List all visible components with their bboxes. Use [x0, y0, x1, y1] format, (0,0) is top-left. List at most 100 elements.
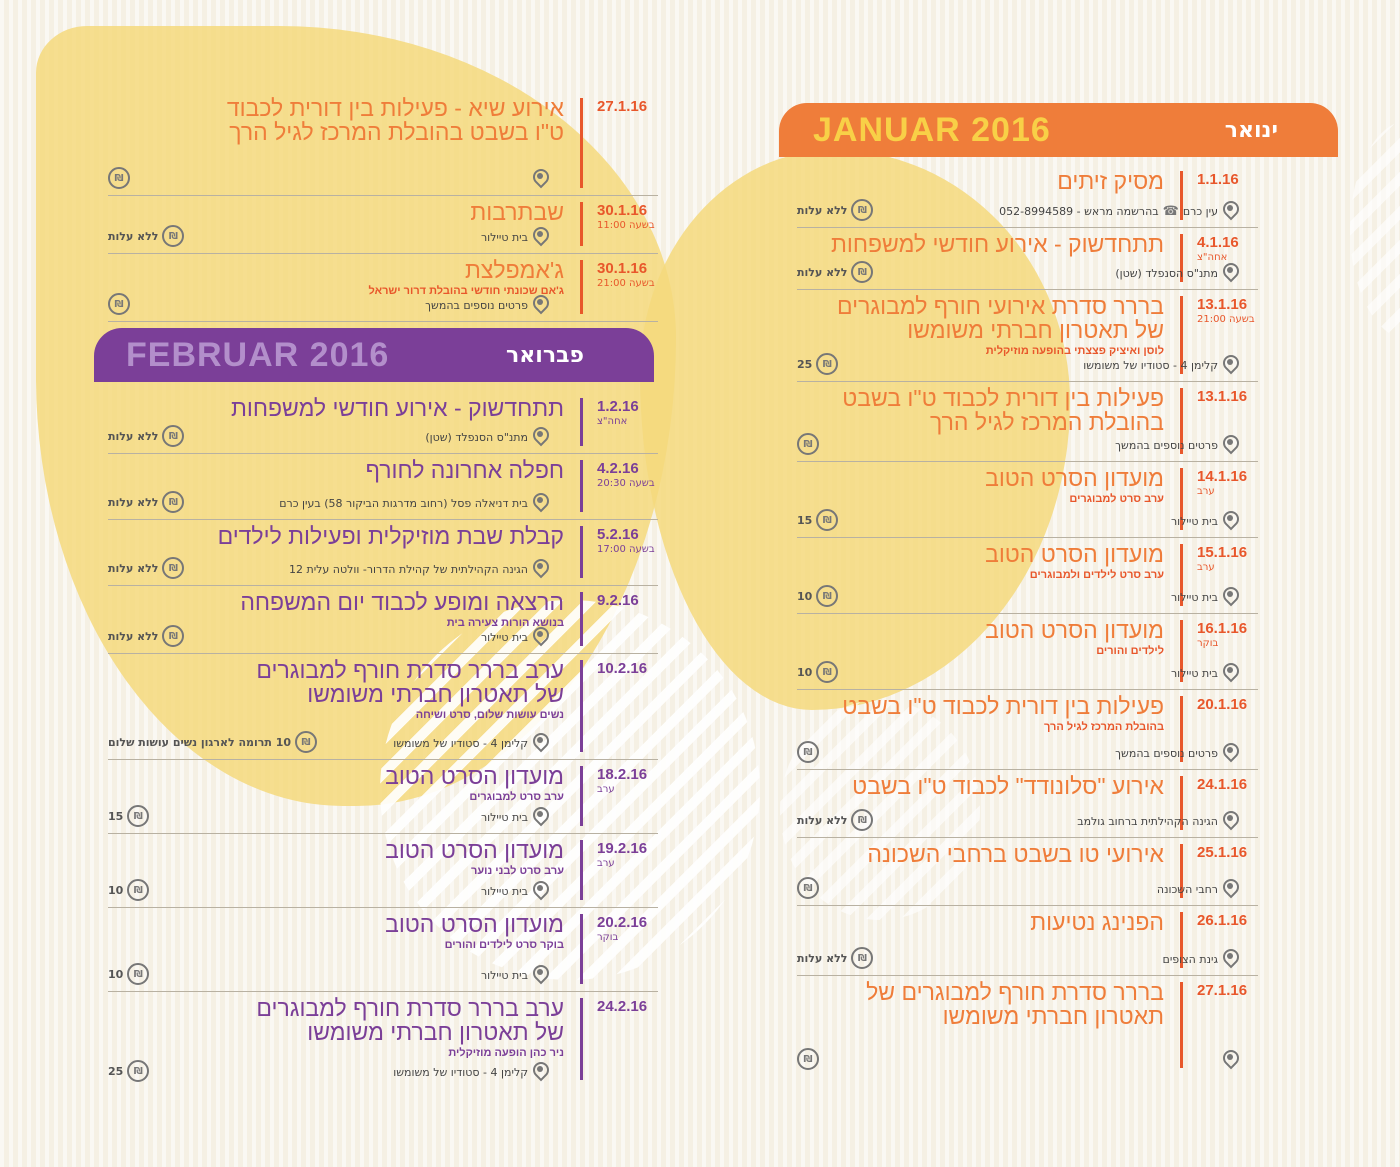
ticket-icon: ₪	[816, 353, 839, 375]
event-price: ₪	[108, 293, 130, 315]
event-date-column: 1.1.16	[1180, 171, 1258, 220]
location-pin-icon	[1222, 879, 1238, 899]
event-location-text: פרטים נוספים בהמשך	[1115, 746, 1218, 760]
location-pin-icon	[1222, 1050, 1238, 1070]
event-date-column: 19.2.16 ערב	[580, 840, 658, 900]
location-pin-icon	[1222, 201, 1238, 221]
event-row: 27.1.16 אירוע שיא - פעילות בין דורית לכבו…	[108, 92, 658, 196]
event-date-column: 10.2.16	[580, 660, 658, 752]
event-title-line: אירוע "סלונודד" לכבוד ט"ו בשבט	[852, 773, 1164, 799]
event-title: מועדון הסרט הטוב לילדים והורים	[985, 618, 1164, 658]
event-title-line: בהובלת המרכז לגיל הרך	[930, 409, 1164, 435]
event-price: ₪ ללא עלות	[797, 809, 874, 831]
event-location-text: בית טיילור	[480, 810, 528, 824]
ticket-icon: ₪	[797, 741, 819, 763]
ticket-icon: ₪	[851, 261, 874, 283]
event-price: ₪ 10 תרומה לארגון נשים עושות שלום	[108, 731, 318, 753]
event-date: 30.1.16	[597, 202, 648, 219]
event-row: 13.1.16 פעילות בין דורית לכבוד ט"ו בשבט בה…	[797, 382, 1258, 462]
event-title: אירוע "סלונודד" לכבוד ט"ו בשבט	[852, 774, 1164, 798]
ticket-icon: ₪	[816, 509, 839, 531]
event-time: בשעה 21:00	[1197, 314, 1255, 325]
event-price-text: ללא עלות	[108, 629, 159, 643]
event-price-text: ללא עלות	[108, 561, 159, 575]
event-date-column: 9.2.16	[580, 592, 658, 646]
event-date-column: 13.1.16	[1180, 388, 1258, 454]
event-price-text: 25	[108, 1064, 124, 1078]
location-pin-icon	[532, 733, 548, 753]
location-pin-icon	[532, 559, 548, 579]
event-location: הגינה הקהילתית של קהילת הדרור- וולטה עלי…	[289, 559, 548, 579]
event-date-column: 13.1.16 בשעה 21:00	[1180, 296, 1258, 374]
event-time: בשעה 20:30	[597, 478, 655, 489]
event-title: שבתרבות	[470, 200, 564, 224]
event-date: 16.1.16	[1197, 620, 1248, 637]
event-row: 1.2.16 אחה"צ תתחדשוק - אירוע חודשי למשפחות…	[108, 392, 658, 454]
event-price-text: ללא עלות	[797, 951, 848, 965]
location-pin-icon	[532, 295, 548, 315]
event-row: 4.2.16 בשעה 20:30 חפלה אחרונה לחורף בית דני…	[108, 454, 658, 520]
event-date: 20.1.16	[1197, 696, 1248, 713]
event-time: בוקר	[1197, 638, 1219, 649]
location-pin-icon	[532, 881, 548, 901]
event-note: לילדים והורים	[1096, 645, 1164, 657]
event-title: פעילות בין דורית לכבוד ט"ו בשבט בהובלת המ…	[842, 694, 1164, 734]
event-location-text: פרטים נוספים בהמשך	[1115, 438, 1218, 452]
event-title-line: שבתרבות	[470, 199, 564, 225]
event-location: רחבי השכונה	[1157, 879, 1238, 899]
event-row: 13.1.16 בשעה 21:00 בררר סדרת אירועי חורף ל…	[797, 290, 1258, 382]
event-title-line: הפנינג נטיעות	[1030, 909, 1164, 935]
ticket-icon: ₪	[162, 625, 185, 647]
event-date: 15.1.16	[1197, 544, 1248, 561]
location-pin-icon	[1222, 355, 1238, 375]
ticket-icon: ₪	[127, 1060, 150, 1082]
event-price-text: ללא עלות	[108, 229, 159, 243]
event-date: 1.1.16	[1197, 171, 1239, 188]
ticket-icon: ₪	[108, 293, 130, 315]
event-price: ₪	[797, 1048, 819, 1070]
event-price-text: ללא עלות	[797, 203, 848, 217]
event-note: ערב סרט לילדים ולמבוגרים	[1029, 569, 1164, 581]
event-location-text: בית טיילור	[480, 884, 528, 898]
event-price-text: ללא עלות	[797, 813, 848, 827]
event-row: 1.1.16 מסיק זיתים עין כרם ☎ בהרשמה מראש - 05…	[797, 165, 1258, 228]
event-location: פרטים נוספים בהמשך	[1115, 743, 1238, 763]
event-date: 27.1.16	[1197, 982, 1248, 999]
event-price: ₪ 15	[797, 509, 839, 531]
event-location-text: בית טיילור	[480, 968, 528, 982]
event-row: 25.1.16 אירועי טו בשבט ברחבי השכונה רחבי ה…	[797, 838, 1258, 906]
event-price: ₪ 10	[108, 963, 150, 985]
event-date-column: 14.1.16 ערב	[1180, 468, 1258, 530]
event-row: 24.2.16 ערב בררר סדרת חורף למבוגרים של תאט…	[108, 992, 658, 1088]
event-date: 20.2.16	[597, 914, 648, 931]
event-location: בית טיילור	[481, 227, 548, 247]
event-date: 5.2.16	[597, 526, 639, 543]
event-title-line: פעילות בין דורית לכבוד ט"ו בשבט	[842, 385, 1164, 411]
event-date-column: 4.2.16 בשעה 20:30	[580, 460, 658, 512]
event-date: 10.2.16	[597, 660, 648, 677]
event-title-line: מועדון הסרט הטוב	[385, 911, 564, 937]
event-title-line: של תאטרון חברתי משומשו	[907, 317, 1164, 343]
event-row: 19.2.16 ערב מועדון הסרט הטוב ערב סרט לבני נ…	[108, 834, 658, 908]
event-date-column: 24.2.16	[580, 998, 658, 1080]
event-row: 16.1.16 בוקר מועדון הסרט הטוב לילדים והורים…	[797, 614, 1258, 690]
ticket-icon: ₪	[851, 947, 874, 969]
event-row: 24.1.16 אירוע "סלונודד" לכבוד ט"ו בשבט הגי…	[797, 770, 1258, 838]
event-price: ₪ ללא עלות	[797, 261, 874, 283]
event-row: 9.2.16 הרצאה ומופע לכבוד יום המשפחה בנושא …	[108, 586, 658, 654]
event-date-column: 20.1.16	[1180, 696, 1258, 762]
event-time: ערב	[1197, 562, 1215, 573]
event-price: ₪ 25	[797, 353, 839, 375]
event-price-text: ללא עלות	[797, 265, 848, 279]
ticket-icon: ₪	[816, 661, 839, 683]
event-time: ערב	[597, 858, 615, 869]
event-title-line: ערב בררר סדרת חורף למבוגרים	[256, 657, 564, 683]
event-date-column: 5.2.16 בשעה 17:00	[580, 526, 658, 578]
event-title-line: מועדון הסרט הטוב	[385, 837, 564, 863]
event-row: 30.1.16 בשעה 11:00 שבתרבות בית טיילור ₪ ללא ע…	[108, 196, 658, 254]
event-title-line: ט"ו בשבט בהובלת המרכז לגיל הרך	[229, 119, 564, 145]
event-note: ג'אם שכונתי חודשי בהובלת דרור ישראל	[368, 285, 564, 297]
event-price: ₪ 15	[108, 805, 150, 827]
location-pin-icon	[532, 807, 548, 827]
event-location: גינת הצופים	[1163, 949, 1238, 969]
